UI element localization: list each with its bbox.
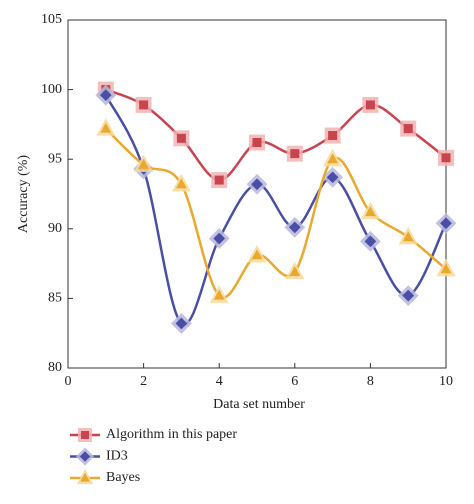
marker: [99, 89, 112, 102]
marker: [289, 266, 301, 277]
marker: [365, 100, 375, 110]
y-axis-label: Accuracy (%): [16, 155, 31, 233]
y-tick-label: 90: [48, 221, 62, 236]
legend-label: ID3: [106, 449, 128, 464]
series-line: [104, 94, 448, 326]
plot-frame: [67, 19, 447, 369]
marker: [139, 100, 149, 110]
y-tick-label: 85: [48, 291, 62, 306]
x-tick-label: 10: [439, 374, 453, 389]
marker: [288, 221, 301, 234]
marker: [328, 131, 338, 141]
marker: [440, 217, 452, 230]
marker: [176, 178, 187, 189]
marker: [214, 175, 224, 185]
legend-marker: [80, 472, 90, 482]
legend-marker: [79, 451, 91, 462]
y-tick-label: 105: [41, 12, 62, 27]
marker: [402, 231, 414, 242]
legend-marker: [81, 431, 89, 439]
x-tick-label: 0: [65, 374, 72, 389]
marker: [441, 153, 451, 163]
y-tick-label: 95: [48, 151, 62, 166]
marker: [252, 137, 262, 147]
series-line: [104, 127, 447, 299]
marker: [176, 133, 186, 143]
series-line: [105, 88, 447, 182]
marker: [327, 153, 338, 164]
marker: [364, 235, 377, 248]
marker: [138, 158, 149, 169]
marker: [213, 289, 225, 300]
y-tick-label: 100: [41, 82, 62, 97]
marker: [290, 149, 300, 159]
marker: [251, 249, 263, 260]
marker: [403, 124, 413, 134]
marker: [175, 317, 188, 330]
x-tick-label: 4: [216, 374, 223, 389]
legend-label: Bayes: [106, 470, 140, 485]
x-tick-label: 8: [367, 374, 374, 389]
marker: [251, 178, 263, 191]
y-tick-label: 80: [48, 360, 62, 375]
legend-label: Algorithm in this paper: [106, 427, 237, 442]
marker: [326, 171, 339, 184]
marker: [402, 289, 415, 302]
x-tick-label: 2: [140, 374, 147, 389]
marker: [213, 232, 226, 245]
marker: [440, 263, 452, 274]
marker: [100, 122, 112, 133]
x-axis-label: Data set number: [213, 397, 305, 412]
x-tick-label: 6: [291, 374, 298, 389]
marker: [365, 206, 376, 217]
